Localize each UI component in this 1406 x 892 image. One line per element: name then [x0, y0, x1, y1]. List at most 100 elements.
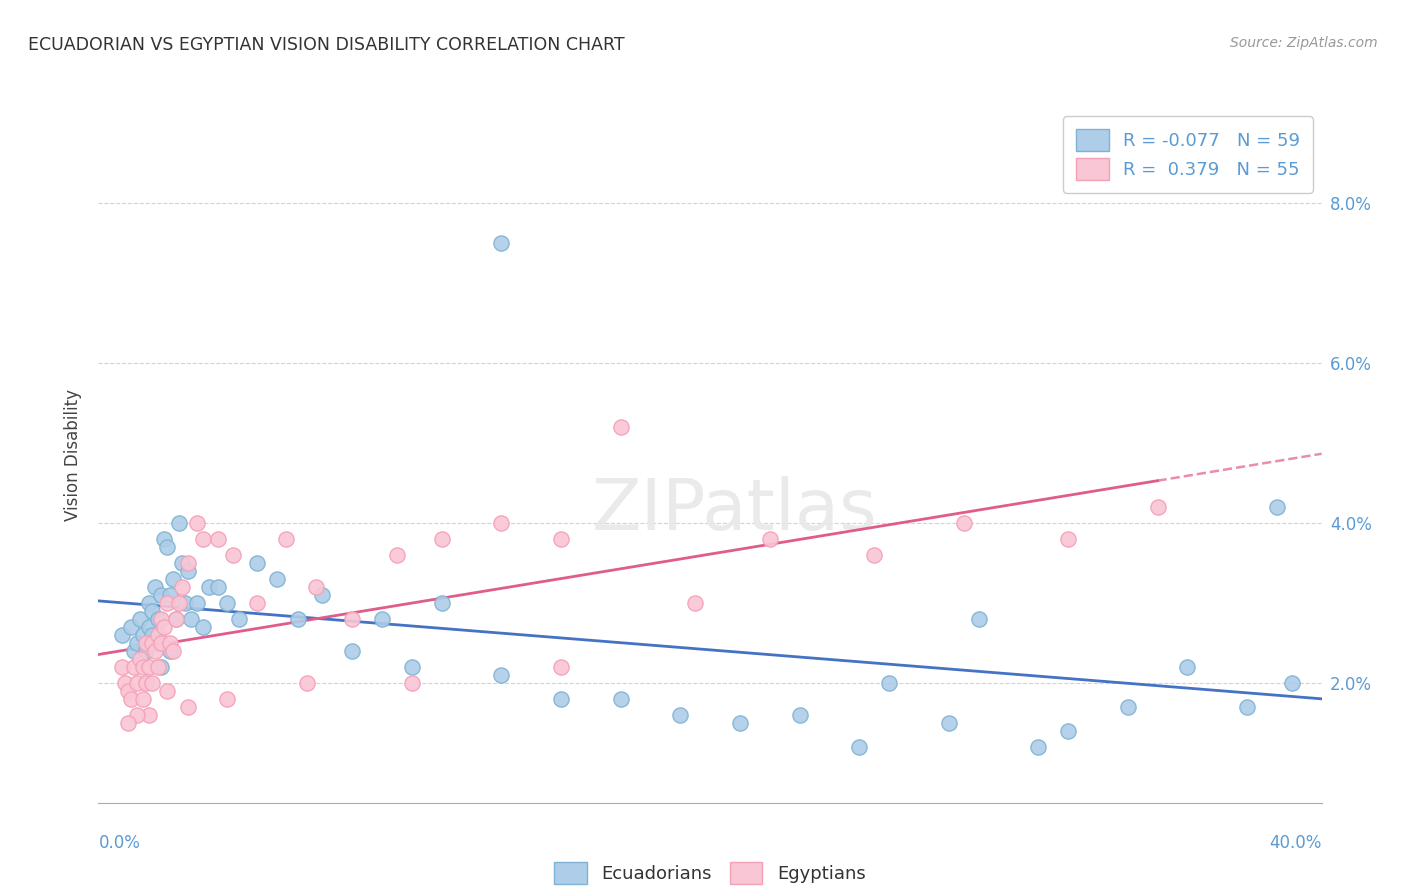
- Point: [245, 596, 267, 610]
- Point: [728, 715, 751, 730]
- Point: [135, 636, 157, 650]
- Point: [276, 532, 298, 546]
- Point: [215, 691, 238, 706]
- Point: [129, 652, 152, 666]
- Point: [550, 660, 572, 674]
- Point: [245, 556, 267, 570]
- Text: Source: ZipAtlas.com: Source: ZipAtlas.com: [1230, 36, 1378, 50]
- Point: [186, 596, 208, 610]
- Point: [120, 691, 142, 706]
- Point: [207, 580, 229, 594]
- Point: [146, 660, 169, 674]
- Point: [159, 588, 181, 602]
- Text: ZIPatlas: ZIPatlas: [592, 476, 877, 545]
- Point: [127, 707, 149, 722]
- Point: [120, 620, 142, 634]
- Point: [550, 532, 572, 546]
- Point: [127, 676, 149, 690]
- Point: [401, 660, 423, 674]
- Point: [266, 572, 288, 586]
- Point: [167, 596, 190, 610]
- Point: [340, 612, 363, 626]
- Point: [1057, 723, 1080, 738]
- Point: [669, 707, 692, 722]
- Point: [122, 660, 145, 674]
- Point: [186, 516, 208, 530]
- Point: [215, 596, 238, 610]
- Point: [430, 596, 453, 610]
- Point: [863, 548, 886, 562]
- Point: [150, 660, 173, 674]
- Point: [138, 707, 160, 722]
- Point: [287, 612, 309, 626]
- Y-axis label: Vision Disability: Vision Disability: [65, 389, 83, 521]
- Point: [135, 644, 157, 658]
- Point: [150, 588, 173, 602]
- Point: [180, 612, 202, 626]
- Text: 40.0%: 40.0%: [1270, 834, 1322, 852]
- Point: [146, 636, 169, 650]
- Point: [114, 676, 136, 690]
- Point: [146, 628, 169, 642]
- Point: [609, 420, 631, 434]
- Point: [877, 676, 900, 690]
- Point: [1177, 660, 1199, 674]
- Point: [207, 532, 229, 546]
- Point: [167, 516, 190, 530]
- Point: [162, 572, 184, 586]
- Point: [143, 644, 166, 658]
- Point: [141, 636, 163, 650]
- Point: [111, 660, 134, 674]
- Point: [138, 660, 160, 674]
- Point: [150, 636, 173, 650]
- Point: [153, 620, 176, 634]
- Point: [848, 739, 870, 754]
- Point: [1116, 699, 1139, 714]
- Point: [141, 676, 163, 690]
- Text: ECUADORIAN VS EGYPTIAN VISION DISABILITY CORRELATION CHART: ECUADORIAN VS EGYPTIAN VISION DISABILITY…: [28, 36, 624, 54]
- Point: [165, 612, 187, 626]
- Point: [143, 580, 166, 594]
- Point: [297, 676, 319, 690]
- Point: [371, 612, 394, 626]
- Point: [967, 612, 990, 626]
- Point: [153, 532, 176, 546]
- Point: [489, 235, 512, 250]
- Point: [198, 580, 221, 594]
- Point: [150, 612, 173, 626]
- Point: [129, 612, 152, 626]
- Point: [170, 556, 193, 570]
- Point: [135, 676, 157, 690]
- Text: 0.0%: 0.0%: [98, 834, 141, 852]
- Point: [132, 660, 155, 674]
- Point: [1265, 500, 1288, 514]
- Point: [938, 715, 960, 730]
- Point: [132, 691, 155, 706]
- Legend: Ecuadorians, Egyptians: Ecuadorians, Egyptians: [547, 855, 873, 891]
- Point: [550, 691, 572, 706]
- Point: [132, 628, 155, 642]
- Point: [191, 532, 214, 546]
- Point: [789, 707, 811, 722]
- Point: [228, 612, 250, 626]
- Point: [159, 644, 181, 658]
- Point: [489, 516, 512, 530]
- Point: [1146, 500, 1168, 514]
- Point: [305, 580, 328, 594]
- Point: [683, 596, 706, 610]
- Point: [758, 532, 780, 546]
- Point: [111, 628, 134, 642]
- Point: [385, 548, 408, 562]
- Point: [117, 715, 139, 730]
- Point: [177, 564, 200, 578]
- Point: [1236, 699, 1258, 714]
- Point: [162, 644, 184, 658]
- Point: [138, 620, 160, 634]
- Point: [156, 596, 179, 610]
- Point: [191, 620, 214, 634]
- Point: [1281, 676, 1303, 690]
- Point: [138, 596, 160, 610]
- Point: [156, 540, 179, 554]
- Point: [141, 604, 163, 618]
- Point: [430, 532, 453, 546]
